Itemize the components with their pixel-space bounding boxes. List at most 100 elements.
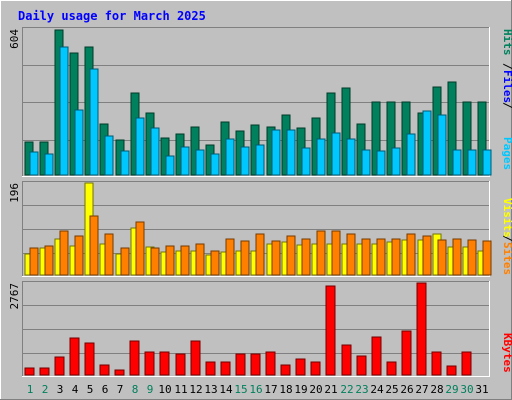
bar-kbytes-day-19 bbox=[295, 358, 306, 376]
bar-files-day-14 bbox=[225, 138, 235, 176]
bar-kbytes-day-30 bbox=[461, 351, 472, 376]
legend-visits: Visits bbox=[501, 198, 512, 238]
bar-sites-day-19 bbox=[301, 238, 311, 276]
day-label-12: 12 bbox=[189, 383, 202, 396]
bar-kbytes-day-13 bbox=[205, 361, 216, 376]
day-label-2: 2 bbox=[42, 383, 49, 396]
bar-files-day-27 bbox=[422, 110, 432, 176]
day-label-17: 17 bbox=[264, 383, 277, 396]
day-label-4: 4 bbox=[72, 383, 79, 396]
bar-kbytes-day-6 bbox=[99, 364, 110, 376]
legend-sep-2: / bbox=[501, 63, 512, 70]
bar-sites-day-9 bbox=[150, 247, 160, 276]
day-label-26: 26 bbox=[400, 383, 413, 396]
bar-files-day-16 bbox=[255, 144, 265, 176]
bar-files-day-29 bbox=[452, 149, 462, 176]
bar-files-day-23 bbox=[361, 149, 371, 176]
bar-sites-day-24 bbox=[376, 238, 386, 276]
bar-hits-day-30 bbox=[462, 101, 472, 176]
bar-files-day-25 bbox=[391, 147, 401, 176]
bar-sites-day-25 bbox=[391, 238, 401, 276]
bar-kbytes-day-17 bbox=[265, 351, 276, 376]
bar-files-day-8 bbox=[135, 117, 145, 176]
day-label-5: 5 bbox=[87, 383, 94, 396]
day-label-9: 9 bbox=[147, 383, 154, 396]
bar-files-day-3 bbox=[59, 46, 69, 176]
bar-kbytes-day-25 bbox=[386, 361, 397, 376]
day-label-30: 30 bbox=[460, 383, 473, 396]
chart-panels: 604 196 2767 bbox=[8, 27, 492, 377]
day-label-27: 27 bbox=[415, 383, 428, 396]
bar-sites-day-30 bbox=[467, 239, 477, 276]
bar-sites-day-28 bbox=[437, 239, 447, 276]
bar-sites-day-26 bbox=[406, 233, 416, 276]
day-label-22: 22 bbox=[340, 383, 353, 396]
bar-files-day-17 bbox=[271, 129, 281, 176]
legend-pages: Pages bbox=[501, 137, 512, 170]
day-label-7: 7 bbox=[117, 383, 124, 396]
day-label-11: 11 bbox=[174, 383, 187, 396]
bar-files-day-26 bbox=[406, 133, 416, 176]
legend-hits-files-pages: Pages / Files / Hits bbox=[501, 29, 512, 170]
day-label-24: 24 bbox=[370, 383, 384, 396]
bar-sites-day-20 bbox=[316, 230, 326, 276]
bar-kbytes-day-28 bbox=[431, 351, 442, 376]
day-label-25: 25 bbox=[385, 383, 398, 396]
bar-hits-day-25 bbox=[386, 101, 396, 176]
legend-kbytes: KBytes bbox=[501, 333, 512, 373]
bar-sites-day-29 bbox=[452, 238, 462, 276]
day-label-18: 18 bbox=[279, 383, 292, 396]
bar-sites-day-4 bbox=[74, 235, 84, 276]
bar-hits-day-31 bbox=[477, 101, 487, 176]
bar-files-day-1 bbox=[29, 151, 39, 176]
bar-sites-day-21 bbox=[331, 230, 341, 276]
legend-sites: Sites bbox=[501, 242, 512, 275]
bar-files-day-24 bbox=[376, 150, 386, 176]
bar-sites-day-3 bbox=[59, 230, 69, 276]
bar-sites-day-13 bbox=[210, 250, 220, 276]
bar-kbytes-day-4 bbox=[69, 337, 80, 376]
panel-visits-sites: 196 bbox=[8, 181, 492, 277]
bar-kbytes-day-2 bbox=[39, 367, 50, 376]
legend-visits-sites: Sites / Visits bbox=[501, 198, 512, 275]
day-label-8: 8 bbox=[132, 383, 139, 396]
bar-kbytes-day-22 bbox=[341, 344, 352, 376]
bar-files-day-19 bbox=[301, 147, 311, 176]
bar-sites-day-5 bbox=[89, 215, 99, 276]
bar-sites-day-6 bbox=[104, 233, 114, 276]
bar-files-day-28 bbox=[437, 114, 447, 176]
bar-files-day-22 bbox=[346, 138, 356, 176]
panel-hits-files-pages: 604 bbox=[8, 27, 492, 177]
bar-files-day-5 bbox=[89, 68, 99, 176]
max-label: 604 bbox=[8, 29, 21, 49]
bar-sites-day-22 bbox=[346, 233, 356, 276]
bar-sites-day-12 bbox=[195, 243, 205, 276]
day-label-3: 3 bbox=[57, 383, 64, 396]
max-label: 196 bbox=[8, 183, 21, 203]
bar-files-day-6 bbox=[104, 135, 114, 176]
day-label-1: 1 bbox=[27, 383, 34, 396]
bar-sites-day-8 bbox=[135, 221, 145, 276]
bar-files-day-2 bbox=[44, 153, 54, 176]
panel-kbytes: 2767 bbox=[8, 281, 490, 377]
bar-kbytes-day-10 bbox=[159, 351, 170, 376]
bar-sites-day-1 bbox=[29, 247, 39, 276]
bar-files-day-30 bbox=[467, 149, 477, 176]
bar-sites-day-17 bbox=[271, 240, 281, 276]
bar-sites-day-14 bbox=[225, 238, 235, 276]
day-label-15: 15 bbox=[234, 383, 247, 396]
bar-files-day-18 bbox=[286, 129, 296, 176]
legend-files: Files bbox=[501, 70, 512, 103]
bar-files-day-11 bbox=[180, 146, 190, 176]
bar-kbytes-day-16 bbox=[250, 353, 261, 376]
bar-kbytes-day-20 bbox=[310, 361, 321, 376]
bar-sites-day-10 bbox=[165, 245, 175, 276]
bar-sites-day-7 bbox=[120, 247, 130, 276]
legend-kbytes-group: KBytes bbox=[501, 333, 512, 373]
bar-sites-day-23 bbox=[361, 238, 371, 276]
day-label-6: 6 bbox=[102, 383, 109, 396]
legend-sep-3: / bbox=[501, 235, 512, 242]
bar-kbytes-day-7 bbox=[114, 369, 125, 376]
bar-kbytes-day-11 bbox=[175, 353, 186, 376]
chart-title: Daily usage for March 2025 bbox=[18, 9, 206, 23]
